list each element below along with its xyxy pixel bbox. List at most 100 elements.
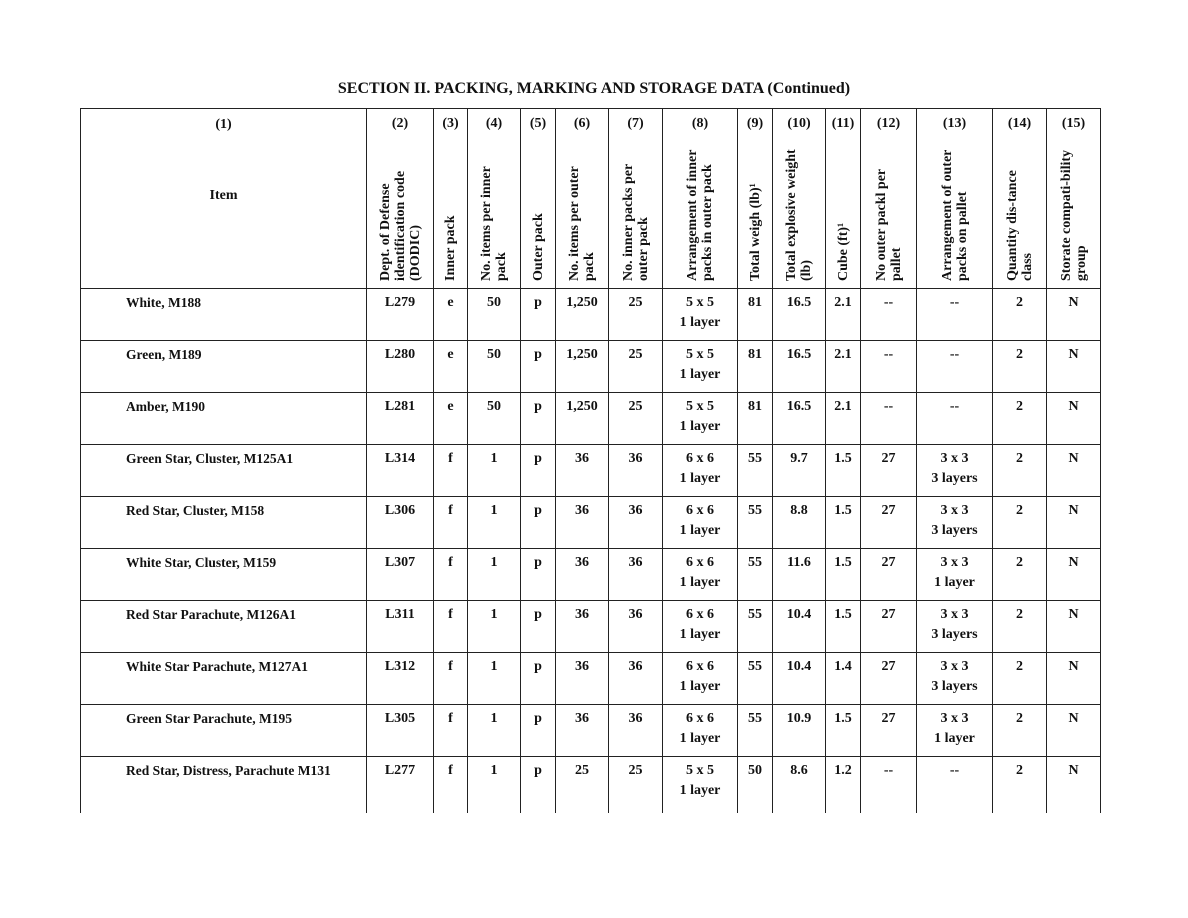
column-header-label: No. items per outer pack xyxy=(567,166,597,281)
column-header-label: Total weigh (lb)¹ xyxy=(747,183,763,281)
column-header: Outer pack xyxy=(520,139,556,289)
table-cell: e xyxy=(433,392,468,445)
cell-text: 1 layer xyxy=(679,471,721,486)
table-cell: 2 xyxy=(992,340,1047,393)
cell-text: 16.5 xyxy=(786,399,812,414)
cell-text: N xyxy=(1068,451,1079,466)
cell-text: 1,250 xyxy=(566,399,598,414)
table-cell: -- xyxy=(916,288,993,341)
cell-text: 16.5 xyxy=(786,295,812,310)
cell-text: 36 xyxy=(628,659,643,674)
table-cell: 10.4 xyxy=(772,652,826,705)
cell-text: N xyxy=(1068,399,1079,414)
table-cell: 2 xyxy=(992,548,1047,601)
cell-text: 1.5 xyxy=(834,555,852,570)
cell-text: N xyxy=(1068,555,1079,570)
table-cell: N xyxy=(1046,704,1101,757)
table-cell: 25 xyxy=(608,288,663,341)
cell-text: 36 xyxy=(628,503,643,518)
cell-text: 3 layers xyxy=(931,523,978,538)
table-cell: Red Star, Distress, Parachute M131 xyxy=(80,756,367,813)
table-cell: p xyxy=(520,652,556,705)
column-number: (7) xyxy=(608,108,663,139)
table-cell: 5 x 5 1 layer xyxy=(662,756,738,813)
table-cell: f xyxy=(433,444,468,497)
column-header: Dept. of Defense identification code (DO… xyxy=(366,139,434,289)
cell-text: 5 x 5 xyxy=(686,295,714,310)
table-cell: L312 xyxy=(366,652,434,705)
cell-text: L305 xyxy=(384,711,416,726)
cell-text: 2.1 xyxy=(834,295,852,310)
cell-text: N xyxy=(1068,347,1079,362)
cell-text: 1.5 xyxy=(834,607,852,622)
column-header: No outer packl per pallet xyxy=(860,139,917,289)
column-header: Arrangement of inner packs in outer pack xyxy=(662,139,738,289)
cell-text: 3 x 3 xyxy=(940,711,969,726)
cell-text: 36 xyxy=(575,711,589,726)
column-number: (11) xyxy=(825,108,861,139)
table-cell: 1 xyxy=(467,704,521,757)
cell-text: 6 x 6 xyxy=(686,711,714,726)
cell-text: 27 xyxy=(881,555,896,570)
table-cell: 11.6 xyxy=(772,548,826,601)
column-header-label: Dept. of Defense identification code (DO… xyxy=(377,170,423,281)
table-cell: 5 x 5 1 layer xyxy=(662,340,738,393)
cell-text: 1 layer xyxy=(679,679,721,694)
cell-text: 1 xyxy=(490,763,498,778)
table-cell: N xyxy=(1046,444,1101,497)
cell-text: 1.5 xyxy=(834,503,852,518)
column-number: (5) xyxy=(520,108,556,139)
cell-text: 3 layers xyxy=(931,471,978,486)
table-cell: 3 x 3 1 layer xyxy=(916,704,993,757)
cell-text: p xyxy=(534,347,542,362)
table-cell: 2.1 xyxy=(825,392,861,445)
table-cell: 55 xyxy=(737,548,773,601)
cell-text: L312 xyxy=(384,659,416,674)
table-cell: L306 xyxy=(366,496,434,549)
table-cell: 16.5 xyxy=(772,392,826,445)
cell-text: 55 xyxy=(748,451,762,466)
table-cell: 36 xyxy=(555,600,609,653)
cell-text: 1 xyxy=(490,659,498,674)
cell-text: Green Star, Cluster, M125A1 xyxy=(126,451,294,466)
table-cell: 2.1 xyxy=(825,340,861,393)
cell-text: 55 xyxy=(748,503,762,518)
cell-text: 1 layer xyxy=(679,367,721,382)
table-cell: 1.5 xyxy=(825,704,861,757)
section-title: SECTION II. PACKING, MARKING AND STORAGE… xyxy=(337,80,851,97)
column-header: No. items per inner pack xyxy=(467,139,521,289)
table-cell: N xyxy=(1046,340,1101,393)
table-row: White Star, Cluster, M159 L307 f 1 p 36 36 6 x … xyxy=(80,548,1101,601)
table-cell: 55 xyxy=(737,444,773,497)
table-cell: p xyxy=(520,496,556,549)
cell-text: 1,250 xyxy=(566,347,598,362)
table-cell: N xyxy=(1046,600,1101,653)
table-cell: 1,250 xyxy=(555,340,609,393)
cell-text: f xyxy=(448,503,453,518)
cell-text: 10.9 xyxy=(786,711,812,726)
cell-text: -- xyxy=(949,295,960,310)
cell-text: 55 xyxy=(748,555,762,570)
cell-text: N xyxy=(1068,659,1079,674)
table-cell: 55 xyxy=(737,652,773,705)
cell-text: 50 xyxy=(487,295,501,310)
cell-text: L314 xyxy=(384,451,416,466)
column-header-label: Arrangement of outer packs on pallet xyxy=(939,149,970,281)
column-header: Total explosive weight (lb) xyxy=(772,139,826,289)
cell-text: 55 xyxy=(748,659,762,674)
table-row: White, M188 L279 e 50 p 1,250 25 5 x 5 1 layer 81… xyxy=(80,288,1101,341)
cell-text: 36 xyxy=(628,607,643,622)
cell-text: 36 xyxy=(575,607,589,622)
cell-text: -- xyxy=(883,763,894,778)
table-cell: -- xyxy=(860,288,917,341)
table-cell: Green Star Parachute, M195 xyxy=(80,704,367,757)
column-header-label: Storate compati-bility group xyxy=(1058,149,1089,281)
cell-text: 5 x 5 xyxy=(686,347,714,362)
cell-text: N xyxy=(1068,607,1079,622)
cell-text: 27 xyxy=(881,607,896,622)
cell-text: 1 layer xyxy=(934,731,975,746)
table-cell: White, M188 xyxy=(80,288,367,341)
cell-text: White Star Parachute, M127A1 xyxy=(126,659,308,674)
cell-text: 1 layer xyxy=(679,731,721,746)
table-cell: 25 xyxy=(608,756,663,813)
